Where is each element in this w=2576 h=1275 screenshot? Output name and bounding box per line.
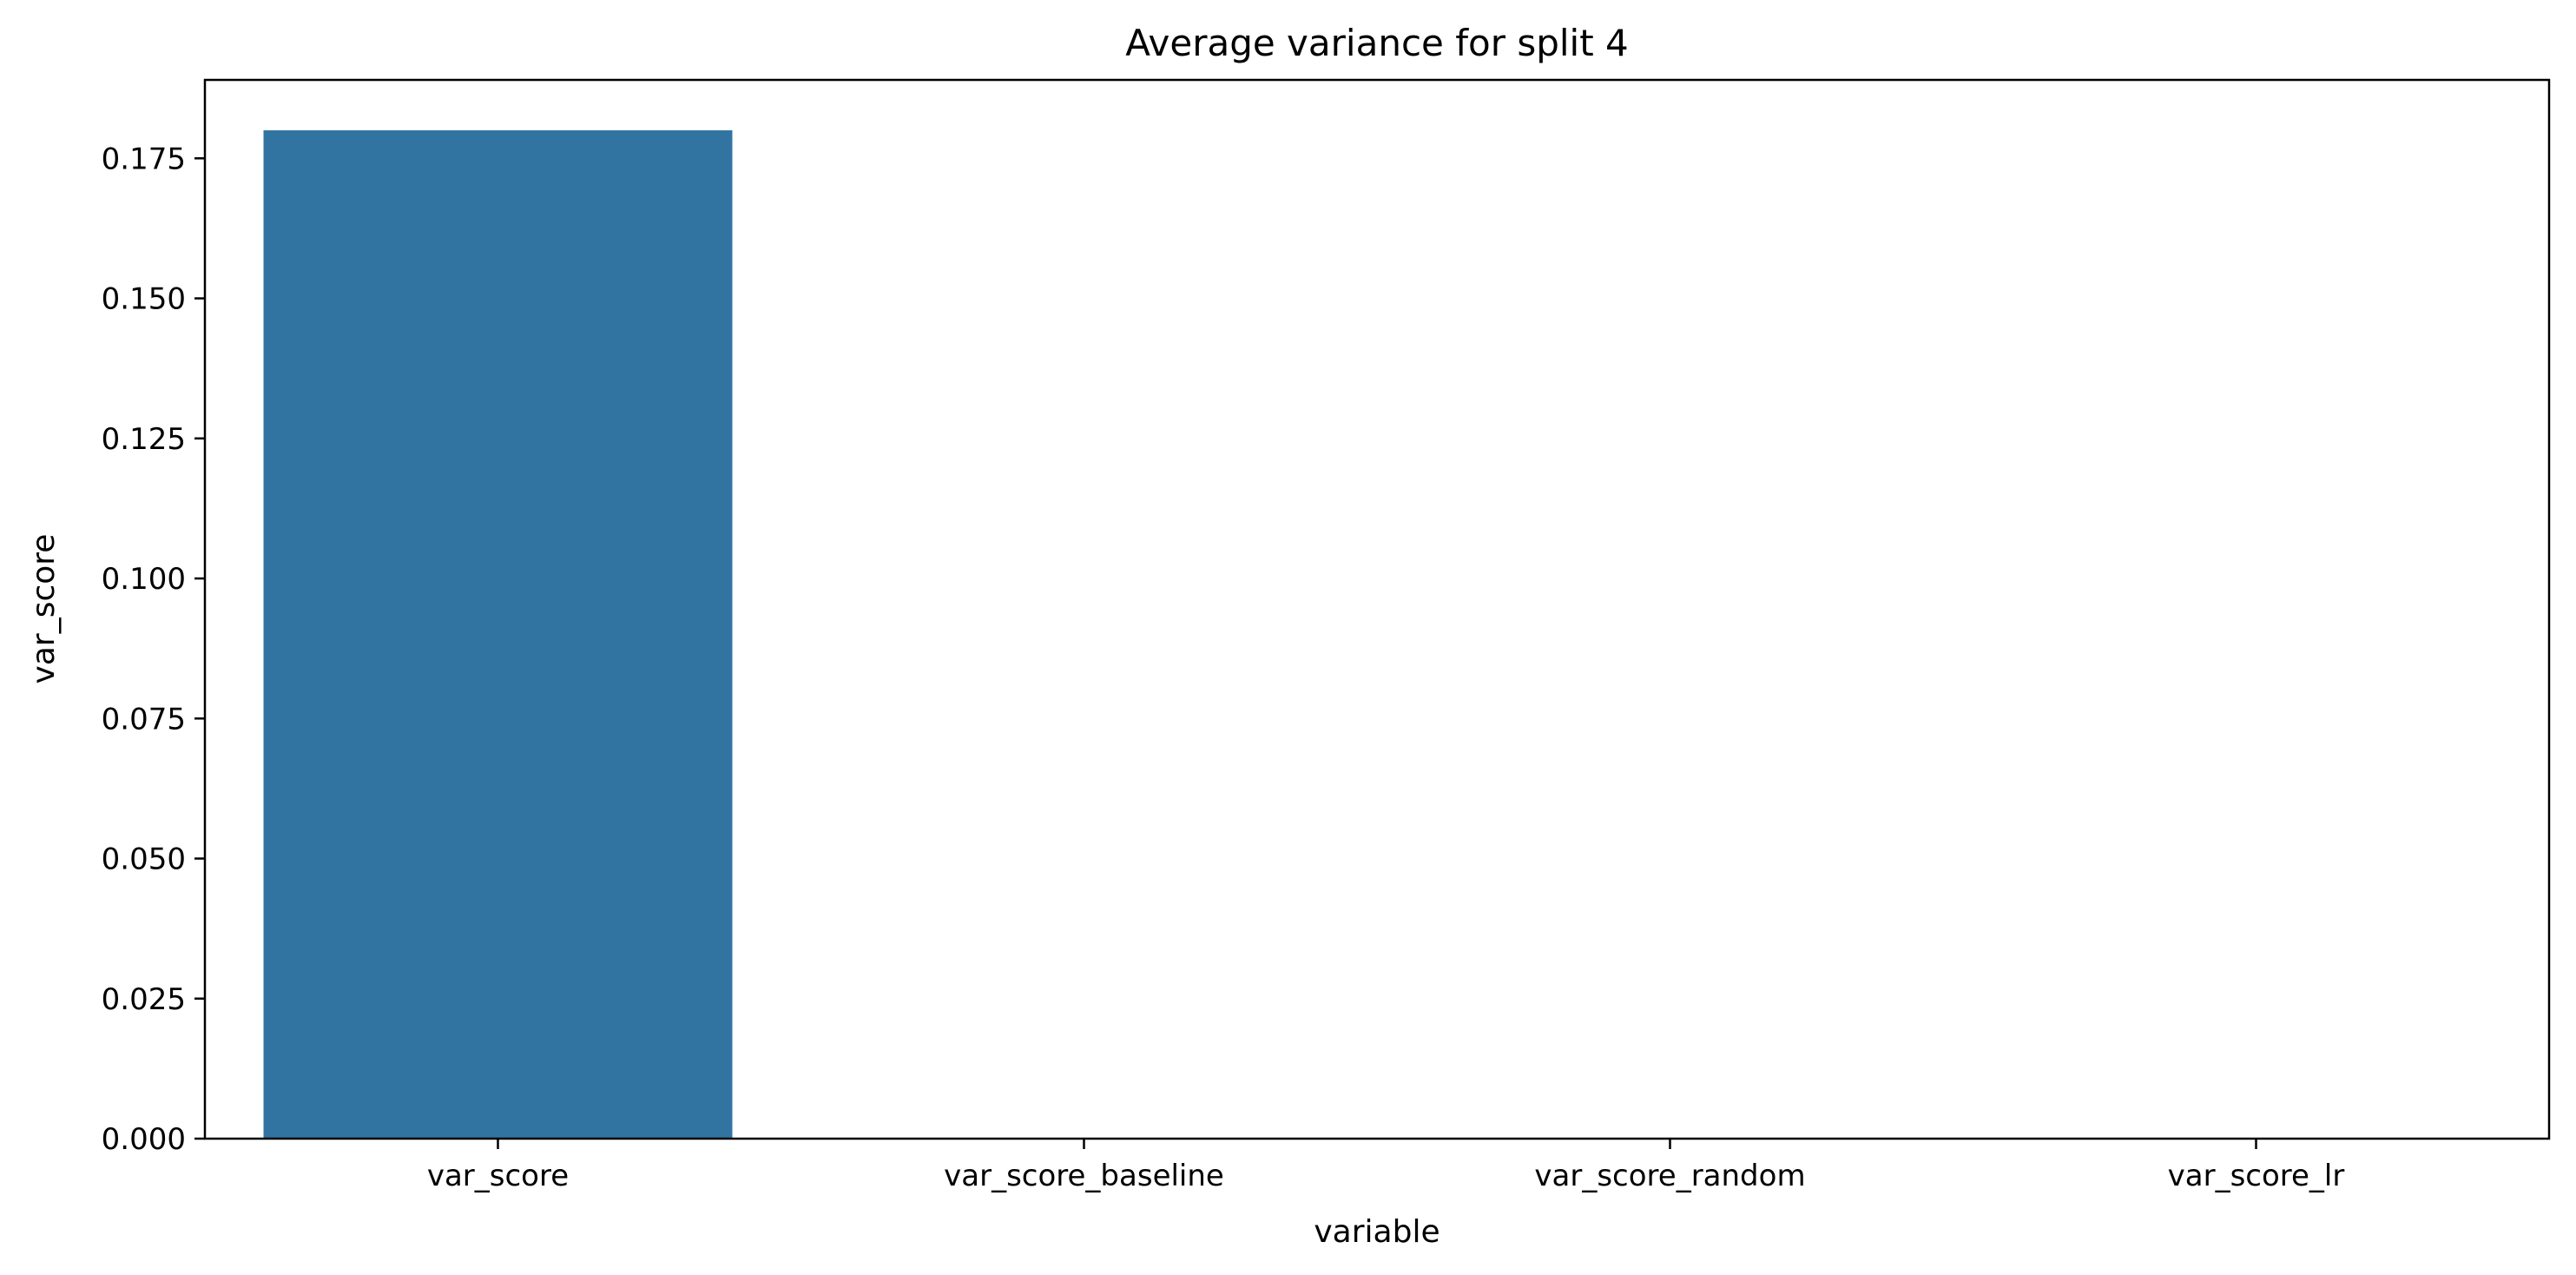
y-tick-label: 0.000 <box>102 1122 186 1157</box>
y-axis: 0.000 0.025 0.050 0.075 0.100 0.125 0.150 0.175 <box>102 142 205 1157</box>
x-tick-label: var_score_baseline <box>944 1159 1224 1193</box>
y-tick-label: 0.050 <box>102 842 186 877</box>
x-tick-label: var_score <box>427 1159 569 1193</box>
y-tick-label: 0.150 <box>102 282 186 317</box>
y-tick-label: 0.125 <box>102 422 186 457</box>
y-tick-label: 0.075 <box>102 702 186 737</box>
y-tick-label: 0.100 <box>102 562 186 597</box>
bars <box>263 130 733 1140</box>
y-tick-label: 0.175 <box>102 142 186 176</box>
bar-var_score <box>263 130 733 1140</box>
plot-frame <box>203 78 2551 1140</box>
chart-title: Average variance for split 4 <box>1125 22 1629 64</box>
x-axis-label: variable <box>1314 1214 1440 1250</box>
y-tick-label: 0.025 <box>102 982 186 1017</box>
x-axis: var_score var_score_baseline var_score_ran… <box>427 1139 2345 1193</box>
x-tick-label: var_score_lr <box>2168 1159 2345 1193</box>
y-axis-label: var_score <box>26 534 62 684</box>
x-tick-label: var_score_random <box>1534 1159 1805 1193</box>
